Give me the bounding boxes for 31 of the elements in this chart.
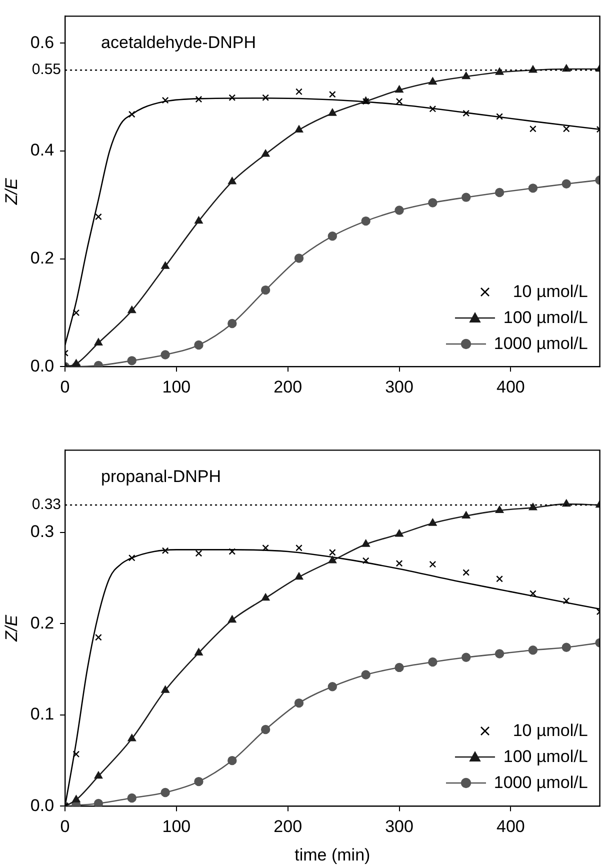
y-tick-label: 0.0 [30,796,54,815]
x-tick-label: 100 [162,377,191,396]
x-tick-label: 200 [274,817,302,836]
ref-line-label: 0.55 [32,61,62,78]
y-tick-label: 0.0 [30,356,54,376]
text: propanal-DNPH [101,466,222,486]
x-tick-label: 300 [385,377,414,396]
x-tick-label: 0 [60,817,70,836]
legend-label: 100 µmol/L [503,306,588,329]
x-axis-title: time (min) [294,845,370,864]
x-tick-label: 0 [60,377,70,396]
x-tick-label: 300 [385,817,414,836]
legend-label: 1000 µmol/L [494,332,588,355]
y-tick-label: 0.2 [30,613,54,632]
y-tick-label: 0.4 [30,140,54,160]
legend-label: 10 µmol/L [512,280,588,303]
y-tick-label: 0.6 [30,32,54,52]
y-axis-title: Z/E [2,614,21,642]
ref-line-label: 0.33 [32,496,62,514]
legend-label: 1000 µmol/L [494,772,588,794]
legend-label: 10 µmol/L [512,720,588,742]
x-tick-label: 400 [496,817,525,836]
y-axis-title: Z/E [2,178,21,206]
y-tick-label: 0.3 [30,522,54,542]
x-tick-label: 400 [496,377,525,396]
y-tick-label: 0.2 [30,248,54,268]
x-tick-label: 200 [274,377,302,396]
y-tick-label: 0.1 [30,704,54,724]
legend-label: 100 µmol/L [503,746,588,768]
text: acetaldehyde-DNPH [101,32,256,52]
x-tick-label: 100 [162,817,191,836]
